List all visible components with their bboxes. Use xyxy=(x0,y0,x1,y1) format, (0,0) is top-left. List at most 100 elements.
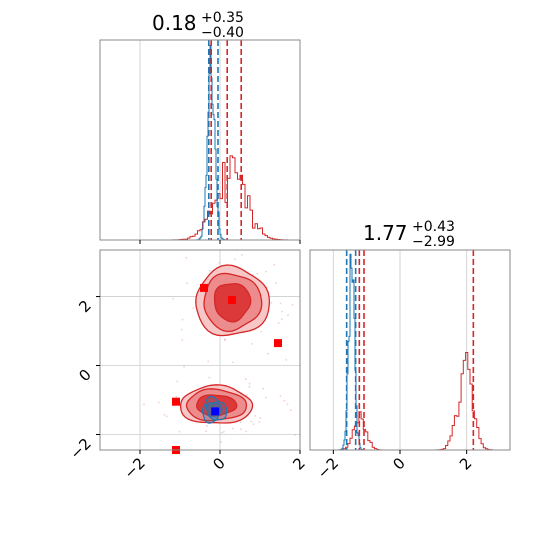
hist2-x-tick-label: 0 xyxy=(389,454,408,473)
joint-scatter-point xyxy=(252,423,255,426)
joint-scatter-point xyxy=(264,396,267,399)
joint-scatter-point xyxy=(185,256,188,259)
joint-scatter-point xyxy=(165,415,168,418)
joint-frame xyxy=(99,249,301,451)
hist2-quantile-lines xyxy=(345,250,475,450)
joint-scatter-point xyxy=(254,415,257,417)
joint-scatter-point xyxy=(258,421,261,423)
hist2-series xyxy=(310,253,510,451)
joint-scatter-point xyxy=(275,282,278,284)
hist2-title-minus: −2.99 xyxy=(412,234,455,250)
hist1-title-median: 0.18 xyxy=(152,11,197,35)
joint-scatter-point xyxy=(294,434,297,436)
joint-scatter-point xyxy=(281,318,283,320)
hist1-title-minus: −0.40 xyxy=(201,25,244,41)
joint-y-tick-label: −2 xyxy=(66,435,94,463)
joint-scatter-point xyxy=(192,307,195,309)
joint-scatter-point xyxy=(232,361,234,364)
joint-scatter-point xyxy=(172,297,175,300)
joint-scatter-point xyxy=(262,387,265,390)
joint-scatter-point xyxy=(250,343,253,345)
hist1-gridlines xyxy=(139,40,301,240)
hist1-title-plus: +0.35 xyxy=(201,10,244,26)
joint-red-marker xyxy=(172,397,180,406)
hist2-x-tick-label: 2 xyxy=(456,454,475,473)
joint-y-tick-label: 2 xyxy=(75,297,94,316)
hist1-quantile-lines xyxy=(208,40,242,240)
hist1-title: 0.18 xyxy=(152,11,197,35)
joint-scatter-point xyxy=(234,258,236,261)
hist2-blue-series xyxy=(310,253,510,451)
hist2-frame xyxy=(309,249,511,451)
joint-scatter-point xyxy=(265,270,268,273)
joint-scatter-point xyxy=(208,270,211,272)
joint-scatter-point xyxy=(241,254,243,256)
joint-scatter-point xyxy=(157,401,160,404)
joint-scatter-point xyxy=(279,395,282,397)
hist1-x-ticks xyxy=(139,240,301,244)
joint-y-tick-label: 0 xyxy=(75,366,94,385)
joint-scatter-point xyxy=(205,430,208,433)
joint-blue-marker xyxy=(211,407,220,416)
joint-y-ticks: −2 0 2 xyxy=(66,296,100,463)
joint-scatter-point xyxy=(244,378,247,381)
joint-scatter-point xyxy=(287,314,289,316)
joint-scatter-point xyxy=(206,425,208,427)
joint-scatter-point xyxy=(186,282,188,285)
joint-scatter-point xyxy=(180,328,183,331)
joint-scatter-point xyxy=(286,403,289,406)
joint-scatter-point xyxy=(163,413,166,416)
joint-red-marker xyxy=(274,339,282,348)
joint-scatter-point xyxy=(246,394,248,397)
hist2-title-plus: +0.43 xyxy=(412,219,455,235)
joint-scatter-point xyxy=(224,339,226,341)
hist2-title-median: 1.77 xyxy=(363,221,408,245)
joint-scatter-point xyxy=(259,416,262,419)
joint-scatter-point xyxy=(277,322,280,324)
joint-scatter-point xyxy=(240,428,242,430)
joint-scatter-point xyxy=(239,421,242,423)
joint-x-tick-label: 2 xyxy=(289,454,308,473)
joint-scatter-point xyxy=(289,409,292,412)
hist2-gridlines xyxy=(332,250,468,450)
joint-scatter-point xyxy=(207,360,210,363)
joint-scatter-point xyxy=(270,302,273,304)
hist1-red-series xyxy=(100,155,300,241)
joint-scatter-point xyxy=(281,310,283,313)
joint-x-tick-label: 0 xyxy=(209,454,228,473)
joint-scatter-point xyxy=(223,430,225,433)
joint-scatter-point xyxy=(208,376,211,379)
joint-scatter-point xyxy=(220,440,222,443)
joint-scatter-point xyxy=(256,272,259,275)
joint-scatter-point xyxy=(248,382,251,385)
joint-scatter-point xyxy=(285,359,288,361)
joint-red-marker xyxy=(200,283,208,292)
joint-scatter-point xyxy=(245,430,247,433)
joint-scatter-point xyxy=(175,395,178,398)
joint-scatter-point xyxy=(178,430,181,433)
panel-hist-param1: 0.18 +0.35 −0.40 xyxy=(99,10,301,244)
joint-red-marker xyxy=(228,296,236,304)
panel-joint-2d: −2 0 2 −2 0 2 xyxy=(66,249,309,482)
joint-scatter-point xyxy=(218,261,221,264)
joint-contours xyxy=(179,264,271,424)
joint-scatter-point xyxy=(273,263,276,266)
hist1-series xyxy=(100,44,300,241)
joint-x-ticks: −2 0 2 xyxy=(120,450,309,482)
joint-scatter-point xyxy=(267,352,270,355)
hist2-red-series xyxy=(310,352,510,451)
joint-scatter-point xyxy=(143,403,145,406)
panel-hist-param2: −2 0 2 1.77 +0.43 −2.99 xyxy=(309,219,511,482)
joint-x-tick-label: −2 xyxy=(120,454,148,482)
hist1-frame xyxy=(99,39,301,241)
joint-scatter-point xyxy=(283,399,286,402)
hist2-x-ticks: −2 0 2 xyxy=(314,450,475,482)
joint-scatter-point xyxy=(250,420,253,423)
joint-scatter-point xyxy=(221,431,223,434)
joint-scatter-point xyxy=(279,302,282,305)
joint-scatter-point xyxy=(183,365,186,368)
joint-scatter-point xyxy=(291,303,294,306)
joint-scatter-point xyxy=(181,339,184,341)
joint-scatter-point xyxy=(232,427,234,430)
